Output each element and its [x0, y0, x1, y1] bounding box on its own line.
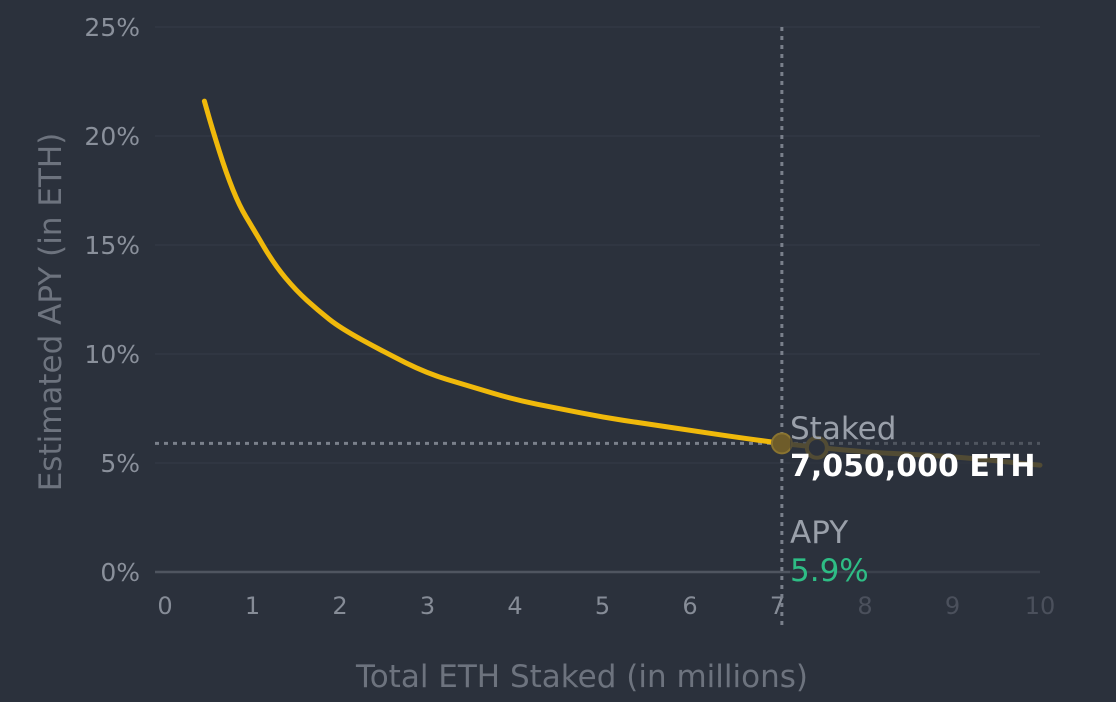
x-tick-label: 6: [682, 592, 697, 620]
x-tick-label: 9: [945, 592, 960, 620]
x-tick-label: 3: [420, 592, 435, 620]
tooltip-staked-value: 7,050,000 ETH: [790, 449, 1036, 484]
y-tick-label: 20%: [84, 122, 140, 151]
y-tick-label: 10%: [84, 340, 140, 369]
series-line-apy: [201, 98, 785, 446]
y-axis-title: Estimated APY (in ETH): [33, 133, 69, 492]
x-tick-label: 0: [157, 592, 172, 620]
hover-tooltip: Staked 7,050,000 ETH APY 5.9%: [790, 410, 1090, 590]
selected-point: [770, 432, 793, 455]
y-axis: 0% 5% 10% 15% 20% 25%: [84, 13, 140, 587]
x-axis-title: Total ETH Staked (in millions): [355, 659, 808, 695]
tooltip-apy-label: APY: [790, 515, 849, 551]
grid-layer: [155, 26, 1040, 464]
x-tick-label: 4: [507, 592, 522, 620]
y-tick-label: 25%: [84, 13, 140, 42]
x-tick-label: 2: [332, 592, 347, 620]
y-tick-label: 0%: [100, 558, 140, 587]
tooltip-apy-value: 5.9%: [790, 553, 869, 589]
x-tick-label: 8: [857, 592, 872, 620]
y-tick-label: 15%: [84, 231, 140, 260]
x-tick-label: 1: [245, 592, 260, 620]
x-tick-label: 10: [1025, 592, 1056, 620]
x-tick-label: 5: [595, 592, 610, 620]
y-tick-label: 5%: [100, 449, 140, 478]
crosshair: [155, 27, 1040, 625]
tooltip-staked-label: Staked: [790, 411, 897, 447]
x-axis: 0 1 2 3 4 5 6 7 8 9 10: [157, 592, 1055, 620]
